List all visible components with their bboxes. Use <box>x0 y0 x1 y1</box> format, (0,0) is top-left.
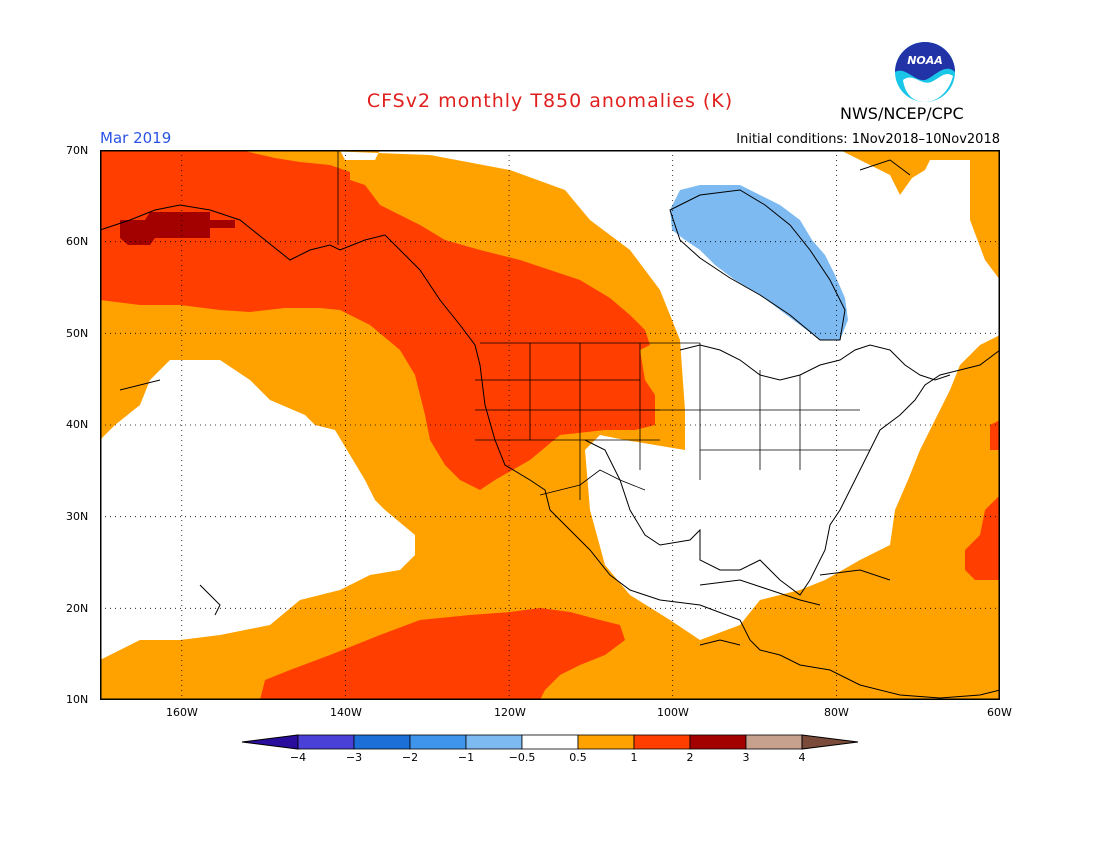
map-title: CFSv2 monthly T850 anomalies (K) <box>366 90 734 112</box>
lon-label-60w: 60W <box>987 706 1012 719</box>
lon-label-100w: 100W <box>657 706 689 719</box>
legend-bin-9 <box>745 734 803 750</box>
initial-conditions-label: Initial conditions: 1Nov2018–10Nov2018 <box>736 132 1000 147</box>
lat-label-50n: 50N <box>66 327 89 340</box>
legend-tick-label: −1 <box>458 751 474 764</box>
legend-bin-6 <box>577 734 635 750</box>
neutral-region-pacific-edge <box>100 450 110 485</box>
legend-tick-label: −2 <box>402 751 418 764</box>
color-legend: −4 −3 −2 −1 −0.5 0.5 1 2 3 4 <box>241 734 859 764</box>
lon-label-80w: 80W <box>824 706 849 719</box>
warm-region-atlantic <box>965 495 1000 580</box>
legend-arrow-high <box>801 734 859 750</box>
legend-tick-label: −3 <box>346 751 362 764</box>
legend-tick-label: −0.5 <box>509 751 536 764</box>
warm-region-atlantic-edge <box>990 420 1000 450</box>
warm-region-northwest <box>100 150 655 490</box>
legend-tick-label: 4 <box>799 751 806 764</box>
warm-region-tropical-pacific <box>260 608 625 700</box>
hot-region-alaska <box>120 212 235 245</box>
legend-bin-2 <box>353 734 411 750</box>
graticule <box>100 150 1000 700</box>
map-frame <box>100 150 1000 700</box>
cool-region-hudson-bay <box>670 185 848 340</box>
lon-label-120w: 120W <box>494 706 526 719</box>
organization-label: NWS/NCEP/CPC <box>840 104 964 123</box>
legend-bin-1 <box>297 734 355 750</box>
lat-label-40n: 40N <box>66 418 89 431</box>
legend-bin-7 <box>633 734 691 750</box>
noaa-logo: NOAA <box>895 42 955 102</box>
legend-tick-label: 3 <box>743 751 750 764</box>
lon-label-140w: 140W <box>330 706 362 719</box>
legend-bin-4 <box>465 734 523 750</box>
valid-month-label: Mar 2019 <box>100 129 172 147</box>
lon-label-160w: 160W <box>166 706 198 719</box>
legend-bin-3 <box>409 734 467 750</box>
legend-tick-label: −4 <box>290 751 306 764</box>
lat-label-30n: 30N <box>66 510 89 523</box>
legend-tick-label: 1 <box>631 751 638 764</box>
legend-tick-label: 0.5 <box>569 751 587 764</box>
legend-bin-8 <box>689 734 747 750</box>
legend-tick-label: 2 <box>687 751 694 764</box>
lat-label-70n: 70N <box>66 144 89 157</box>
coastlines <box>100 159 1000 699</box>
noaa-logo-text: NOAA <box>907 54 943 67</box>
legend-arrow-low <box>241 734 299 750</box>
anomaly-map <box>100 150 1000 700</box>
political-borders <box>337 150 870 500</box>
lat-label-60n: 60N <box>66 235 89 248</box>
legend-bin-5 <box>521 734 579 750</box>
neutral-region-pacific <box>100 360 415 660</box>
lat-label-10n: 10N <box>66 693 89 706</box>
lat-label-20n: 20N <box>66 602 89 615</box>
